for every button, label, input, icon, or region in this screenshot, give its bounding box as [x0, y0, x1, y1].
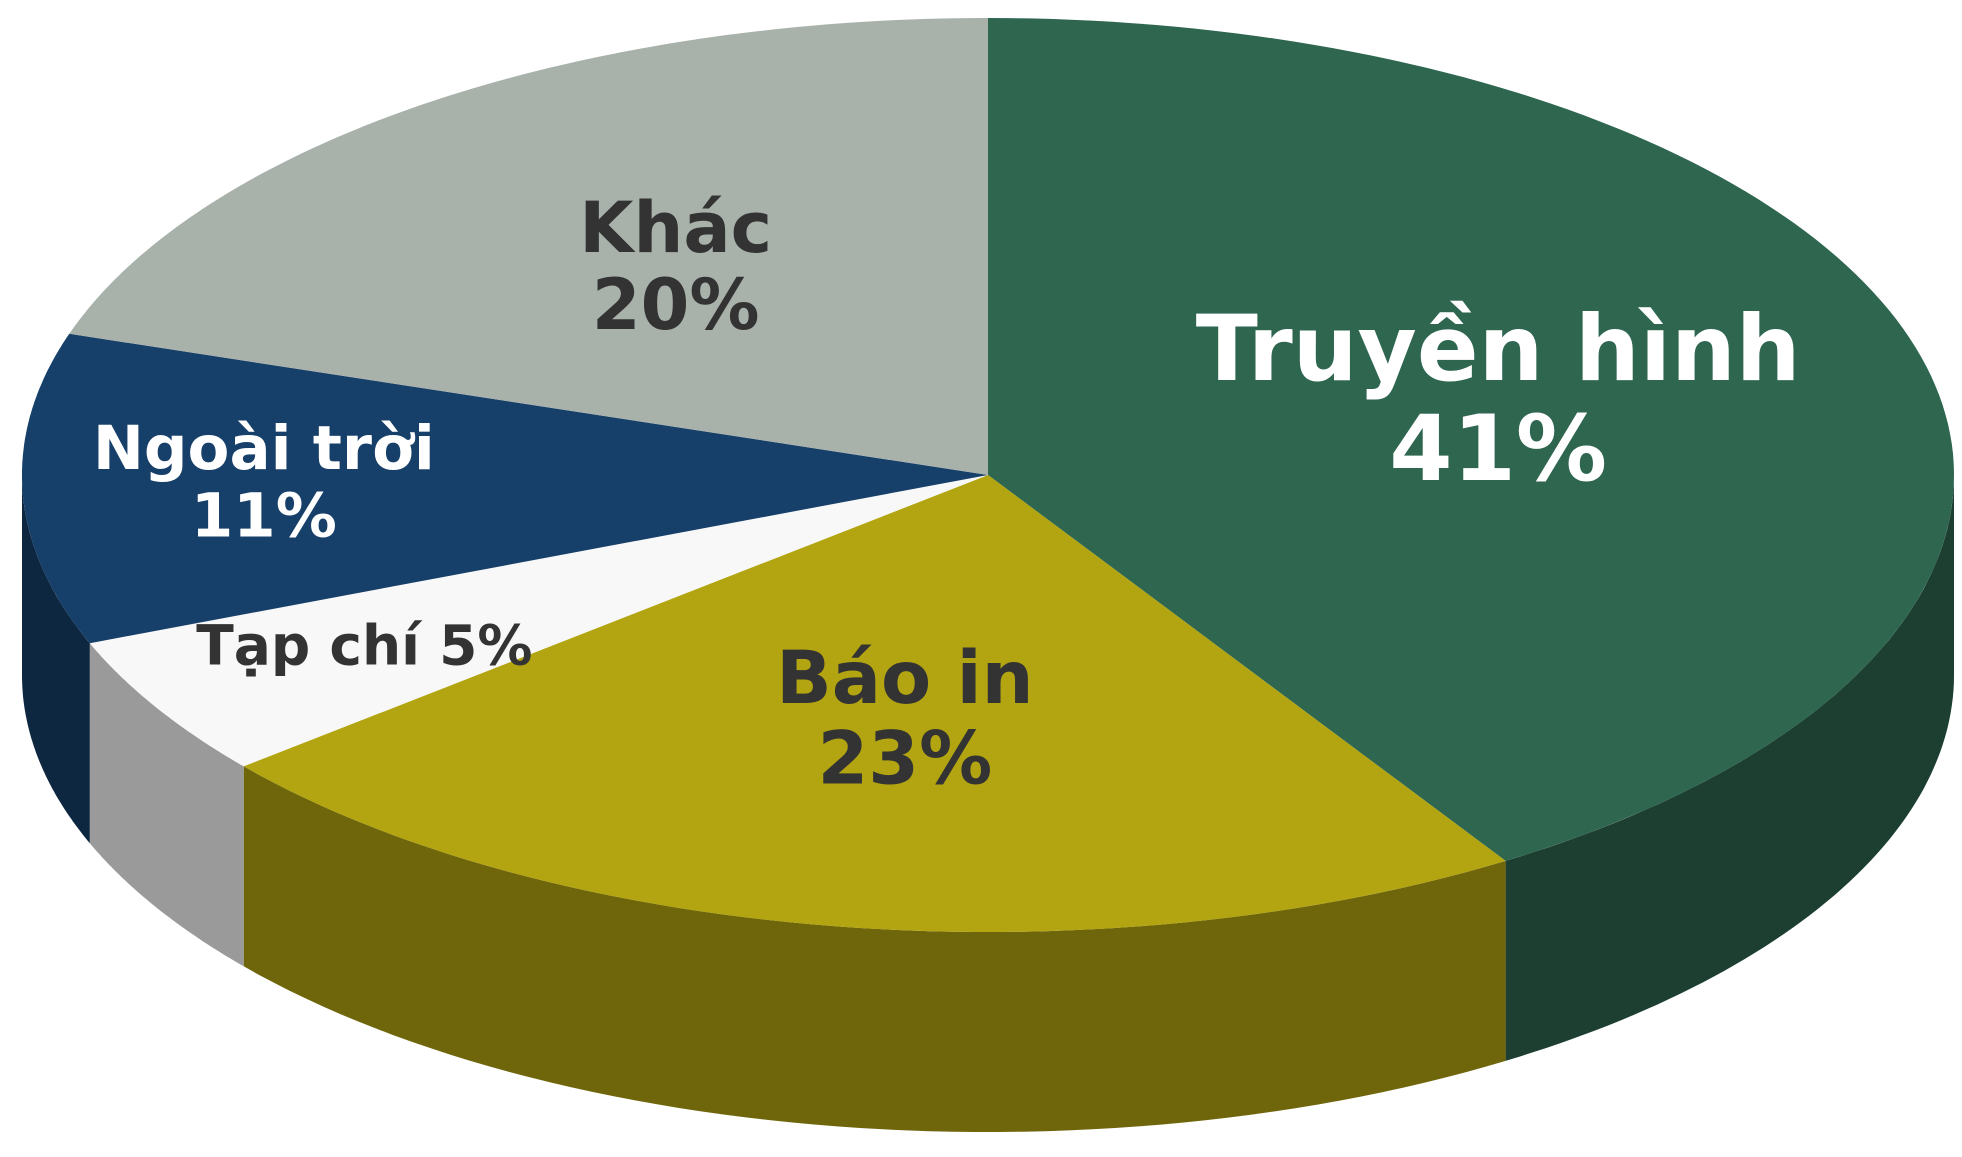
value-label: 11%: [191, 480, 337, 551]
category-label: Ngoài trời: [93, 413, 435, 484]
slice: [243, 475, 1506, 932]
slice: [988, 18, 1954, 861]
slice: [69, 18, 989, 475]
value-label: 20%: [592, 264, 760, 346]
value-label: 41%: [1389, 397, 1607, 502]
slice-side: [89, 643, 244, 967]
value-label: 23%: [818, 716, 993, 801]
slice-label: Tạp chí 5%: [196, 614, 532, 678]
slice-label: Ngoài trời 11%: [93, 413, 435, 551]
slice-label: Khác 20%: [579, 187, 772, 346]
value-label: 5%: [439, 614, 532, 678]
slice-side: [1505, 475, 1954, 1061]
category-label: Báo in: [776, 636, 1033, 721]
slice: [22, 333, 988, 644]
category-label: Truyền hình: [1196, 297, 1801, 402]
slice: [89, 475, 989, 767]
slice-side: [22, 475, 90, 844]
category-label: Tạp chí: [196, 614, 423, 678]
category-label: Khác: [579, 187, 772, 269]
slice-label: Truyền hình 41%: [1196, 297, 1801, 502]
slice-label: Báo in 23%: [776, 636, 1033, 801]
slice-side: [243, 766, 1506, 1132]
